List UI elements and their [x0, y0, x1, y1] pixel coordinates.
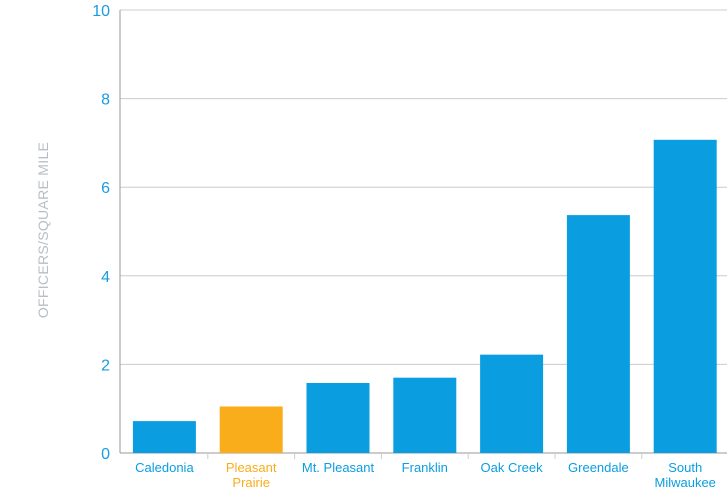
bar	[393, 377, 457, 453]
y-tick-label: 2	[101, 357, 110, 374]
bar	[306, 383, 370, 453]
y-axis-label: OFFICERS/SQUARE MILE	[35, 142, 51, 318]
x-tick-label: Caledonia	[135, 460, 194, 475]
y-tick-label: 4	[101, 269, 110, 286]
x-tick-label: Mt. Pleasant	[302, 460, 375, 475]
x-tick-label: South Milwaukee	[654, 460, 715, 490]
x-tick-labels: Caledonia Pleasant Prairie Mt. Pleasant Fran…	[135, 460, 716, 490]
x-tick-label: Franklin	[402, 460, 448, 475]
bar	[219, 406, 283, 453]
x-tick-label: Pleasant Prairie	[226, 460, 277, 490]
bar	[480, 354, 544, 453]
bars-layer	[132, 139, 717, 453]
y-tick-label: 6	[101, 180, 110, 197]
bar	[132, 421, 196, 453]
bar	[653, 139, 717, 453]
x-tick-label: Greendale	[568, 460, 629, 475]
x-tick-label: Oak Creek	[481, 460, 544, 475]
y-tick-label: 0	[101, 446, 110, 463]
bar	[566, 215, 630, 453]
y-tick-label: 10	[92, 3, 110, 20]
y-tick-labels: 0 2 4 6 8 10	[92, 3, 110, 463]
y-tick-label: 8	[101, 92, 110, 109]
